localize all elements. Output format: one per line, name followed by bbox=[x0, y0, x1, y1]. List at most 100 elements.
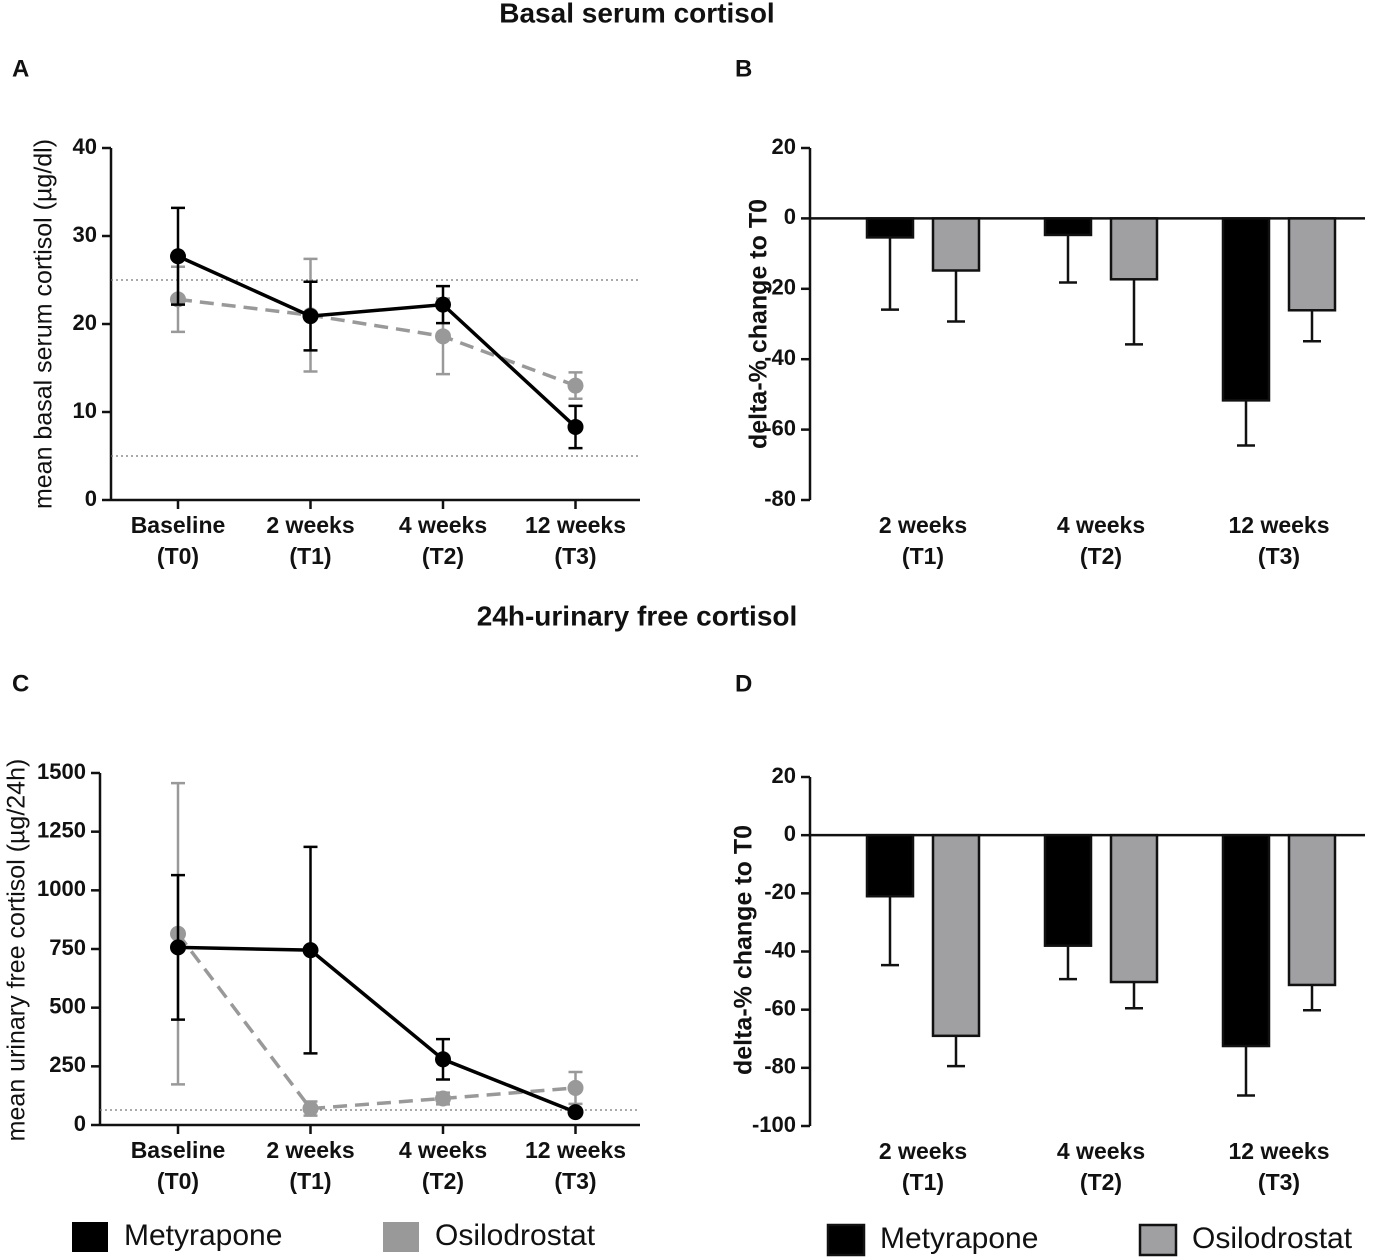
error-bar bbox=[947, 1035, 965, 1068]
y-tick-label: -40 bbox=[764, 345, 796, 370]
y-tick-label: 30 bbox=[73, 222, 97, 247]
y-tick-label: 250 bbox=[49, 1052, 86, 1077]
point bbox=[435, 296, 451, 313]
x-tick-label: 2 weeks (T1) bbox=[878, 512, 968, 569]
y-tick-label: 20 bbox=[772, 763, 796, 788]
y-tick-label: 0 bbox=[85, 486, 97, 511]
y-tick-label: 40 bbox=[73, 134, 97, 159]
legend-swatch bbox=[826, 1223, 866, 1257]
y-tick-label: -80 bbox=[764, 486, 796, 511]
y-tick-label: -40 bbox=[764, 937, 796, 962]
point bbox=[302, 942, 319, 959]
bar bbox=[865, 217, 915, 239]
y-axis-title: mean urinary free cortisol (µg/24h) bbox=[3, 759, 31, 1142]
point bbox=[567, 1104, 584, 1121]
legend-label: Metyrapone bbox=[124, 1219, 282, 1252]
section-title: 24h-urinary free cortisol bbox=[477, 600, 798, 631]
y-axis-title: mean basal serum cortisol (µg/dl) bbox=[30, 139, 58, 509]
series-line bbox=[177, 254, 577, 429]
y-axis-title: delta-% change to T0 bbox=[730, 825, 758, 1075]
x-tick-label: 12 weeks (T3) bbox=[524, 1137, 627, 1194]
error-bar bbox=[881, 896, 899, 967]
panel-letter: D bbox=[735, 670, 752, 697]
error-bar bbox=[1237, 400, 1255, 447]
point bbox=[435, 1051, 451, 1068]
error-bar bbox=[1059, 945, 1077, 981]
x-tick-label: 12 weeks (T3) bbox=[1228, 1138, 1330, 1195]
x-tick-label: 2 weeks (T1) bbox=[878, 1138, 968, 1195]
bar bbox=[1221, 833, 1271, 1048]
point bbox=[170, 939, 186, 956]
legend-label: Osilodrostat bbox=[1192, 1222, 1353, 1255]
point bbox=[302, 308, 319, 325]
y-tick-label: 0 bbox=[784, 821, 796, 846]
error-bar bbox=[1303, 984, 1321, 1012]
y-tick-label: -20 bbox=[764, 275, 796, 300]
bar bbox=[865, 833, 915, 898]
panel-letter: C bbox=[12, 670, 29, 697]
bar bbox=[1287, 833, 1337, 987]
panel-letter: B bbox=[735, 55, 752, 82]
series-line bbox=[176, 932, 576, 1111]
y-tick-label: -60 bbox=[764, 415, 796, 440]
legend-swatch bbox=[72, 1222, 108, 1252]
y-tick-label: 1000 bbox=[37, 876, 86, 901]
y-tick-label: 20 bbox=[772, 134, 796, 159]
y-tick-label: -80 bbox=[764, 1054, 796, 1079]
x-tick-label: 2 weeks (T1) bbox=[266, 512, 355, 569]
y-tick-label: 1250 bbox=[37, 817, 86, 842]
bar bbox=[1221, 217, 1271, 402]
series-line bbox=[177, 297, 577, 388]
y-tick-label: 750 bbox=[49, 935, 86, 960]
error-bar bbox=[881, 237, 899, 311]
bar bbox=[1287, 217, 1337, 312]
x-tick-label: 4 weeks (T2) bbox=[398, 512, 488, 569]
x-tick-label: 2 weeks (T1) bbox=[266, 1137, 355, 1194]
bar bbox=[931, 833, 981, 1038]
error-bar bbox=[1237, 1046, 1255, 1097]
y-tick-label: 0 bbox=[784, 204, 796, 229]
y-tick-label: 20 bbox=[73, 310, 97, 335]
legend-swatch bbox=[1138, 1223, 1178, 1257]
bar bbox=[1043, 833, 1093, 947]
x-tick-label: 4 weeks (T2) bbox=[398, 1137, 488, 1194]
y-tick-label: -100 bbox=[752, 1112, 796, 1137]
section-title: Basal serum cortisol bbox=[499, 0, 774, 28]
point bbox=[435, 1090, 451, 1107]
panel-letter: A bbox=[12, 55, 29, 82]
error-bar bbox=[1125, 982, 1143, 1010]
legend-swatch bbox=[383, 1222, 419, 1252]
bar bbox=[931, 217, 981, 272]
bar bbox=[1109, 217, 1159, 281]
bar bbox=[1043, 217, 1093, 237]
point bbox=[567, 377, 584, 394]
error-bar bbox=[1059, 234, 1077, 284]
x-tick-label: 12 weeks (T3) bbox=[524, 512, 627, 569]
bar bbox=[1109, 833, 1159, 984]
point bbox=[435, 328, 451, 345]
y-tick-label: -60 bbox=[764, 995, 796, 1020]
x-tick-label: 4 weeks (T2) bbox=[1056, 512, 1146, 569]
error-bar bbox=[947, 270, 965, 323]
point bbox=[302, 1100, 319, 1117]
legend-label: Osilodrostat bbox=[435, 1219, 596, 1252]
x-tick-label: 4 weeks (T2) bbox=[1056, 1138, 1146, 1195]
series-line bbox=[177, 945, 577, 1114]
y-tick-label: 1500 bbox=[37, 759, 86, 784]
y-tick-label: -20 bbox=[764, 879, 796, 904]
y-tick-label: 10 bbox=[73, 398, 97, 423]
x-tick-label: 12 weeks (T3) bbox=[1228, 512, 1330, 569]
error-bar bbox=[1303, 310, 1321, 343]
point bbox=[567, 1079, 584, 1096]
y-axis-title: delta-% change to T0 bbox=[745, 199, 773, 449]
x-tick-label: Baseline (T0) bbox=[130, 512, 226, 569]
point bbox=[170, 248, 186, 265]
y-tick-label: 0 bbox=[74, 1111, 86, 1136]
point bbox=[567, 418, 584, 435]
y-tick-label: 500 bbox=[49, 993, 86, 1018]
x-tick-label: Baseline (T0) bbox=[130, 1137, 226, 1194]
error-bar bbox=[1125, 279, 1143, 346]
legend-label: Metyrapone bbox=[880, 1222, 1038, 1255]
